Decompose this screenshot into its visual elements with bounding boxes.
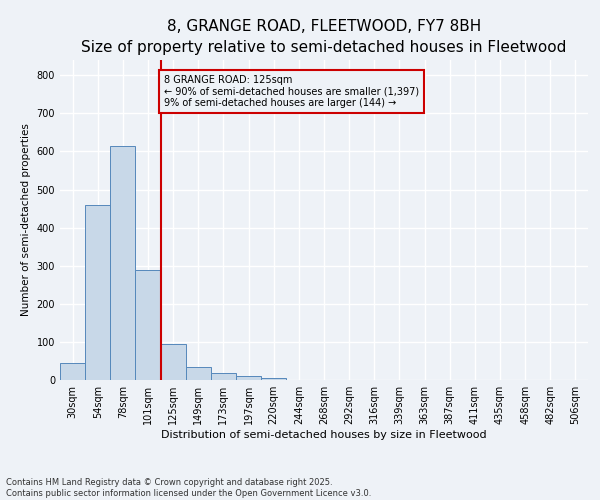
Bar [211,373,236,380]
Text: 8 GRANGE ROAD: 125sqm
← 90% of semi-detached houses are smaller (1,397)
9% of se: 8 GRANGE ROAD: 125sqm ← 90% of semi-deta… [164,75,419,108]
Bar [60,363,85,380]
Bar [136,270,161,380]
X-axis label: Distribution of semi-detached houses by size in Fleetwood: Distribution of semi-detached houses by … [161,430,487,440]
Bar [236,376,261,380]
Bar [110,146,136,380]
Text: Contains HM Land Registry data © Crown copyright and database right 2025.
Contai: Contains HM Land Registry data © Crown c… [6,478,371,498]
Title: 8, GRANGE ROAD, FLEETWOOD, FY7 8BH
Size of property relative to semi-detached ho: 8, GRANGE ROAD, FLEETWOOD, FY7 8BH Size … [82,18,566,55]
Bar [261,378,286,380]
Y-axis label: Number of semi-detached properties: Number of semi-detached properties [21,124,31,316]
Bar [85,205,110,380]
Bar [186,366,211,380]
Bar [161,344,186,380]
